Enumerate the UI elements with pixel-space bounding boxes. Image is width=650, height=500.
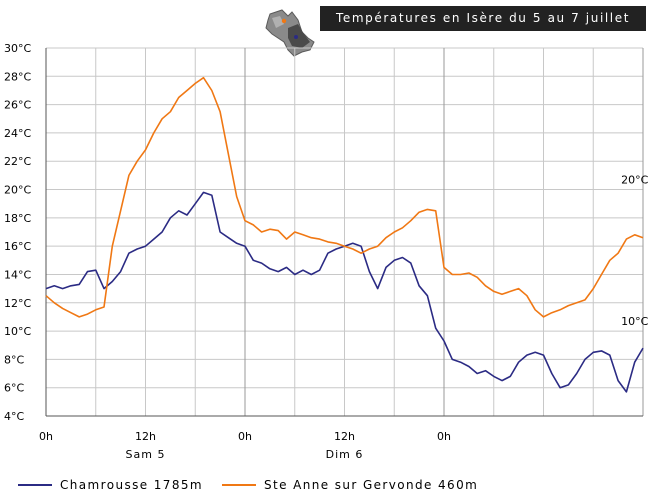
y-tick-label: 20°C	[4, 184, 31, 197]
x-tick-label: 12h	[334, 430, 355, 443]
y-tick-label: 22°C	[4, 155, 31, 168]
day-label: Dim 6	[326, 448, 364, 461]
y-tick-label: 10°C	[4, 325, 31, 338]
x-tick-label: 0h	[238, 430, 252, 443]
chart-title: Températures en Isère du 5 au 7 juillet	[320, 6, 646, 31]
y-tick-label: 24°C	[4, 127, 31, 140]
y-tick-label: 4°C	[4, 410, 24, 423]
series-line-ste-anne	[45, 76, 644, 318]
x-tick-label: 12h	[135, 430, 156, 443]
reference-label: 10°C	[621, 315, 648, 328]
legend-label-ste-anne: Ste Anne sur Gervonde 460m	[264, 478, 479, 492]
y-tick-label: 28°C	[4, 70, 31, 83]
y-tick-label: 26°C	[4, 99, 31, 112]
reference-label: 20°C	[621, 174, 648, 187]
legend: Chamrousse 1785m Ste Anne sur Gervonde 4…	[0, 474, 650, 496]
y-tick-label: 18°C	[4, 212, 31, 225]
legend-swatch-chamrousse	[18, 484, 52, 486]
y-tick-label: 12°C	[4, 297, 31, 310]
grid	[45, 47, 644, 417]
legend-swatch-ste-anne	[222, 484, 256, 486]
x-tick-label: 0h	[39, 430, 53, 443]
annotations: 20°C 10°C	[621, 174, 648, 329]
y-tick-label: 8°C	[4, 353, 24, 366]
y-axis-ticks: 4°C 6°C 8°C 10°C 12°C 14°C 16°C 18°C 20°C 22°C 24°…	[4, 42, 31, 423]
y-tick-label: 30°C	[4, 42, 31, 55]
legend-item-ste-anne: Ste Anne sur Gervonde 460m	[222, 474, 478, 496]
legend-item-chamrousse: Chamrousse 1785m	[18, 474, 203, 496]
series	[45, 76, 644, 393]
y-tick-label: 14°C	[4, 268, 31, 281]
y-tick-label: 6°C	[4, 382, 24, 395]
y-tick-label: 16°C	[4, 240, 31, 253]
x-axis-ticks: 0h 12h 0h 12h 0h Sam 5 Dim 6	[39, 430, 451, 461]
legend-label-chamrousse: Chamrousse 1785m	[60, 478, 203, 492]
isere-map-icon	[262, 6, 322, 58]
x-tick-label: 0h	[437, 430, 451, 443]
day-label: Sam 5	[126, 448, 166, 461]
